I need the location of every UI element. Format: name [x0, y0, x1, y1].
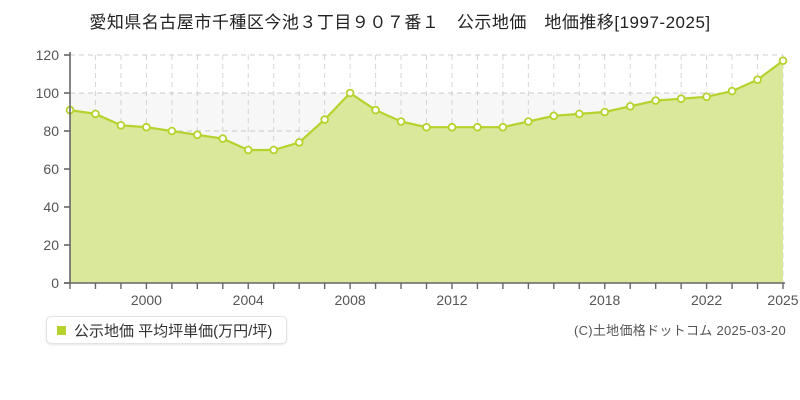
svg-text:2018: 2018	[589, 292, 620, 308]
page-title: 愛知県名古屋市千種区今池３丁目９０７番１ 公示地価 地価推移[1997-2025…	[89, 13, 711, 32]
credit-text: (C)土地価格ドットコム 2025-03-20	[573, 323, 786, 338]
legend-item-label: 公示地価 平均坪単価(万円/坪)	[74, 322, 273, 340]
svg-text:80: 80	[43, 123, 59, 139]
svg-text:2012: 2012	[436, 292, 467, 308]
svg-text:40: 40	[43, 199, 59, 215]
svg-text:20: 20	[43, 237, 59, 253]
x-axis-ticks: 2000 2004 2008 2012 2018 2022 2025	[69, 283, 799, 308]
svg-text:2025: 2025	[767, 292, 798, 308]
svg-text:2022: 2022	[691, 292, 722, 308]
legend[interactable]: 公示地価 平均坪単価(万円/坪)	[46, 316, 288, 344]
svg-text:100: 100	[36, 85, 60, 101]
svg-text:0: 0	[51, 275, 59, 291]
legend-swatch-icon	[57, 325, 66, 335]
series-markers	[65, 56, 788, 155]
svg-text:60: 60	[43, 161, 59, 177]
svg-text:2004: 2004	[233, 292, 264, 308]
svg-text:120: 120	[36, 47, 60, 63]
svg-text:2000: 2000	[131, 292, 162, 308]
svg-text:2008: 2008	[335, 292, 366, 308]
y-axis-ticks: 0 20 40 60 80 100 120	[36, 47, 70, 291]
